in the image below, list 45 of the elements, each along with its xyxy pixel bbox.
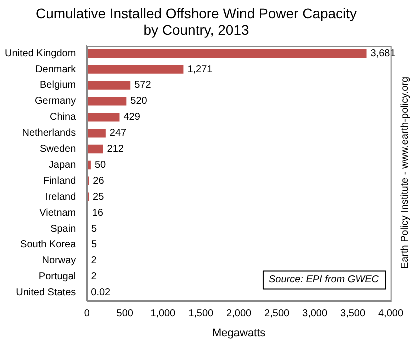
data-label: 5 xyxy=(92,240,98,251)
x-axis-title: Megawatts xyxy=(212,327,266,340)
x-tick-label: 3,500 xyxy=(340,308,366,320)
data-label: 0.02 xyxy=(91,288,112,299)
data-label: 25 xyxy=(93,192,105,203)
y-tick-label: Japan xyxy=(48,160,76,171)
data-label: 5 xyxy=(92,224,98,235)
x-tick-label: 4,000 xyxy=(378,308,404,320)
y-tick-label: Denmark xyxy=(36,64,78,76)
y-tick-label: Portugal xyxy=(38,272,76,283)
data-label: 16 xyxy=(92,208,104,219)
x-tick-label: 1,000 xyxy=(150,308,176,320)
chart-title: Cumulative Installed Offshore Wind Power Capacity by Country, 2013 xyxy=(36,5,358,38)
annotation: Source: EPI from GWEC xyxy=(268,274,380,286)
data-label: 572 xyxy=(134,80,152,92)
x-tick-label: 1,500 xyxy=(188,308,214,320)
y-tick-label: Netherlands xyxy=(22,128,76,140)
x-tick-label: 2,500 xyxy=(264,308,290,320)
y-tick-label: Ireland xyxy=(46,192,76,203)
text: Earth Policy Institute - www.earth-policy.org xyxy=(400,76,411,270)
y-tick-label: South Korea xyxy=(20,240,77,251)
y-tick-label: United Kingdom xyxy=(4,48,76,60)
y-tick-label: Norway xyxy=(42,256,76,267)
data-label: 247 xyxy=(110,128,128,140)
y-tick-label: Spain xyxy=(50,224,76,235)
data-label: 429 xyxy=(124,112,141,124)
x-tick-label: 500 xyxy=(116,308,134,320)
x-tick-label: 3,000 xyxy=(302,308,328,320)
y-tick-label: Vietnam xyxy=(40,208,76,219)
data-label: 2 xyxy=(91,272,98,283)
y-tick-label: Finland xyxy=(43,176,76,187)
data-label: 1,271 xyxy=(188,64,214,76)
y-tick-label: United States xyxy=(16,288,76,299)
data-label: 520 xyxy=(130,96,148,108)
data-label: 26 xyxy=(93,176,105,187)
data-label: 50 xyxy=(94,160,107,171)
y-tick-label: Belgium xyxy=(40,80,76,92)
data-label: 2 xyxy=(91,256,98,267)
y-tick-label: Germany xyxy=(35,96,76,108)
x-tick-label: 0 xyxy=(84,308,90,320)
y-tick-label: Sweden xyxy=(40,144,76,156)
data-label: 212 xyxy=(107,144,124,156)
x-tick-label: 2,000 xyxy=(226,308,252,320)
y-tick-label: China xyxy=(50,112,77,124)
data-label: 3,681 xyxy=(370,48,396,60)
